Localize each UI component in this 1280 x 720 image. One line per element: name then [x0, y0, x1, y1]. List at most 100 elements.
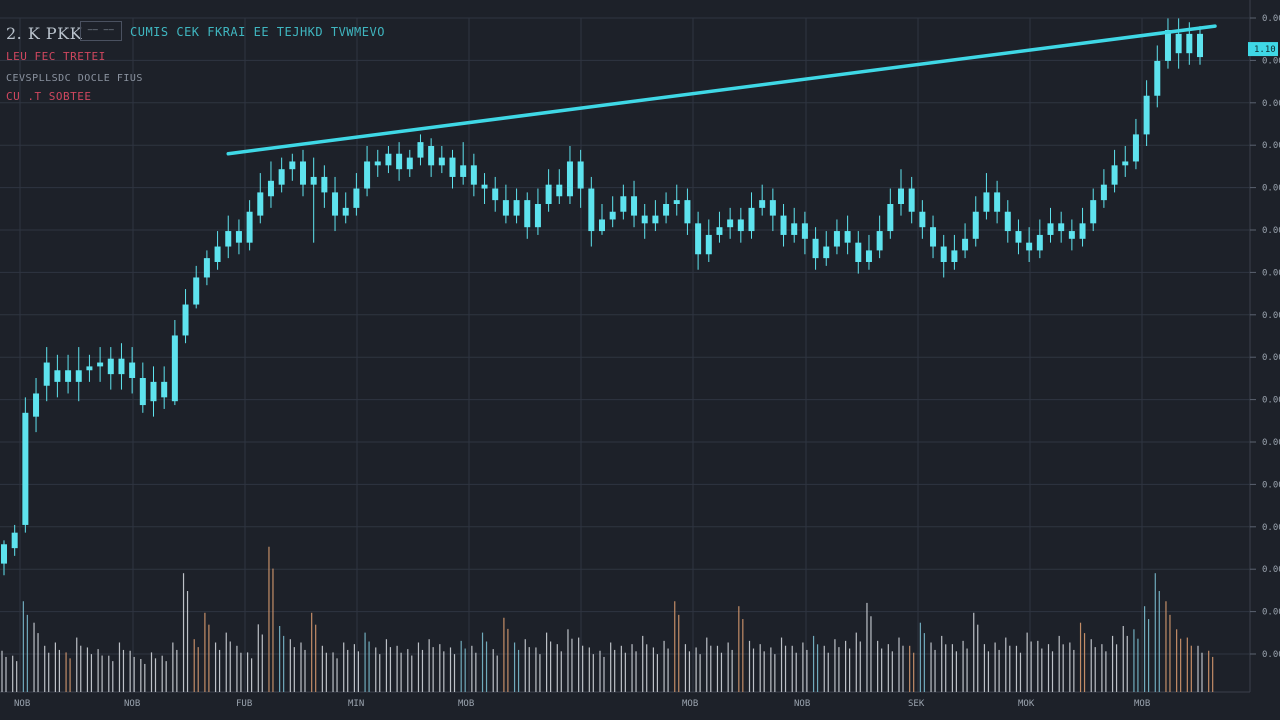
time-tick-label: MOK [1018, 699, 1035, 709]
legend-line-2: CEVSPLLSDC DOCLE FIUS [6, 73, 143, 84]
candle-body [716, 227, 723, 235]
candle-body [481, 184, 488, 189]
candle-body [97, 362, 104, 367]
candle-body [695, 223, 702, 255]
candle-body [1, 544, 7, 564]
candle-body [631, 196, 638, 216]
time-tick-label: MIN [348, 699, 364, 709]
candle-body [534, 204, 541, 228]
candle-body [620, 196, 627, 212]
candle-body [267, 180, 274, 197]
candle-body [994, 192, 1001, 212]
candle-body [833, 231, 840, 247]
time-tick-label: SEK [908, 699, 925, 709]
time-tick-label: NOB [794, 699, 810, 709]
candle-body [759, 200, 766, 208]
candle-body [737, 219, 744, 232]
candle-body [972, 211, 979, 239]
candle-body [684, 200, 691, 224]
candle-body [1132, 134, 1139, 162]
price-tick-label: 0.00 [1262, 565, 1280, 575]
candle-body [33, 393, 40, 417]
time-axis: NOB NOB FUB MIN MOB MOB NOB SEK MOK MOB [14, 699, 1150, 709]
candle-body [652, 215, 659, 224]
candle-body [449, 157, 456, 177]
candle-body [161, 381, 168, 398]
candle-body [556, 184, 563, 197]
candle-body [118, 358, 125, 375]
candle-body [930, 227, 937, 247]
candle-body [1175, 33, 1182, 54]
candle-body [374, 161, 381, 166]
candle-body [139, 378, 146, 406]
price-axis: 0.00 0.00 0.00 0.00 0.00 0.00 0.00 0.00 0.00 0.00… [1248, 14, 1280, 660]
candle-body [364, 161, 371, 189]
price-tick-label: 0.00 [1262, 268, 1280, 278]
candle-body [214, 246, 221, 262]
candle-body [460, 165, 467, 177]
candle-body [193, 277, 200, 305]
candle-body [1090, 200, 1097, 224]
current-price-tag [1248, 42, 1278, 57]
legend-line-1: LEU FEC TRETEI [6, 50, 106, 63]
candle-body [769, 200, 776, 216]
current-price-label: 1.10 [1254, 45, 1276, 55]
candle-body [1186, 33, 1193, 54]
price-tick-label: 0.00 [1262, 353, 1280, 363]
candle-body [75, 370, 82, 382]
candle-body [1004, 211, 1011, 232]
candle-body [1068, 231, 1075, 239]
candle-body [705, 234, 712, 255]
price-tick-label: 0.00 [1262, 523, 1280, 533]
candle-body [502, 200, 509, 216]
candle-body [748, 207, 755, 232]
candle-body [385, 153, 392, 166]
candle-body [1100, 184, 1107, 201]
candle-body [54, 370, 61, 382]
candle-body [417, 142, 424, 158]
pair-badge[interactable]: —— —— [80, 21, 122, 41]
candle-body [86, 366, 93, 371]
candle-body [235, 231, 242, 243]
candle-body [492, 188, 499, 201]
candle-body [1197, 33, 1203, 58]
candle-body [289, 161, 296, 170]
candle-body [65, 370, 72, 382]
candle-body [129, 362, 136, 378]
price-tick-label: 0.00 [1262, 226, 1280, 236]
candle-body [246, 211, 253, 243]
price-tick-label: 0.00 [1262, 438, 1280, 448]
candle-body [865, 250, 872, 262]
candle-body [983, 192, 990, 212]
candle-body [609, 211, 616, 220]
candle-body [844, 231, 851, 243]
candle-body [673, 200, 680, 204]
candle-body [257, 192, 264, 216]
price-tick-label: 0.00 [1262, 396, 1280, 406]
candle-body [470, 165, 477, 185]
trendline [226, 24, 1217, 156]
candle-body [663, 204, 670, 216]
candle-body [225, 231, 232, 247]
trendline-layer[interactable] [226, 24, 1217, 156]
symbol-label[interactable]: 2. K PKK [6, 24, 83, 43]
candle-body [396, 153, 403, 170]
candle-body [321, 176, 328, 193]
candle-body [823, 246, 830, 259]
price-tick-label: 0.00 [1262, 480, 1280, 490]
candle-body [1143, 95, 1150, 135]
price-tick-label: 0.00 [1262, 608, 1280, 618]
candle-body [278, 169, 285, 185]
candle-body [342, 207, 349, 216]
candle-body [855, 242, 862, 262]
candle-body [876, 231, 883, 251]
candle-body [812, 238, 819, 259]
candle-body [962, 238, 969, 251]
candle-body [1015, 231, 1022, 243]
time-tick-label: FUB [236, 699, 252, 709]
candle-body [940, 246, 947, 262]
candle-body [780, 215, 787, 235]
legend-line-3: CU .T SOBTEE [6, 90, 92, 103]
time-tick-label: NOB [14, 699, 30, 709]
